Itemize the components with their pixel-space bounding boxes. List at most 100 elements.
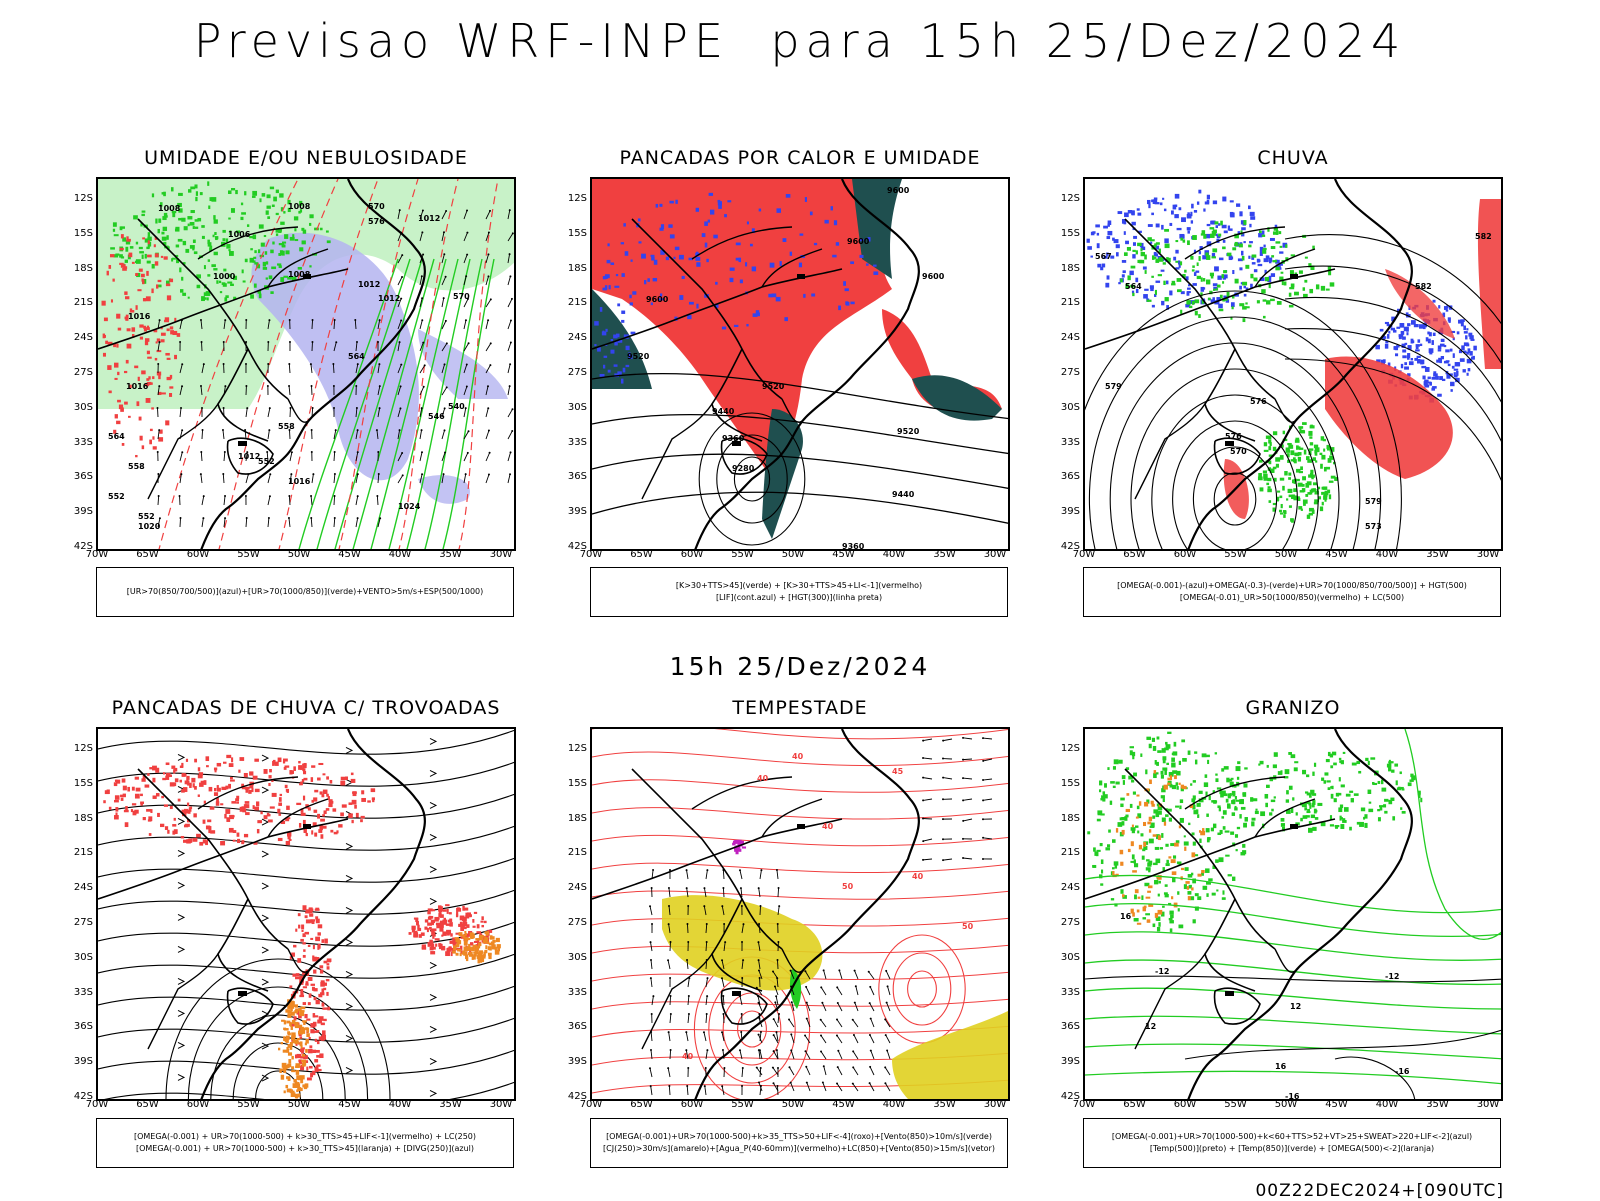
legend-box: [OMEGA(-0.001)-(azul)+OMEGA(-0.3)-(verde…: [1083, 567, 1501, 617]
legend-text: [OMEGA(-0.001)-(azul)+OMEGA(-0.3)-(verde…: [1117, 580, 1467, 592]
temp-500-contour: [1085, 976, 1503, 982]
latitude-tick-label: 33S: [563, 437, 587, 448]
geopotential-contour: [592, 492, 1010, 524]
panel-title: UMIDADE E/OU NEBULOSIDADE: [96, 147, 516, 169]
legend-text: [K>30+TTS>45](verde) + [K>30+TTS>45+LI<-…: [676, 580, 922, 592]
border-line: [642, 404, 712, 499]
contour-label: 1008: [288, 270, 311, 279]
contour-label: 9360: [722, 434, 745, 443]
contour-label: 564: [108, 432, 125, 441]
temp-850-contour: [1085, 875, 1503, 912]
contour-label: 1016: [288, 477, 311, 486]
latitude-tick-label: 27S: [69, 917, 93, 928]
lake-mark: [1290, 824, 1298, 829]
legend-box: [OMEGA(-0.001) + UR>70(1000-500) + k>30_…: [96, 1118, 514, 1168]
green-temp-speckle: [1087, 732, 1247, 933]
contour-label: 9520: [897, 427, 920, 436]
longitude-tick-label: 55W: [1221, 549, 1251, 560]
longitude-tick-label: 50W: [778, 549, 808, 560]
longitude-tick-label: 40W: [385, 1099, 415, 1110]
contour-label: 9520: [627, 352, 650, 361]
latitude-tick-label: 12S: [1056, 743, 1080, 754]
latitude-tick-label: 24S: [1056, 332, 1080, 343]
contour-label: 1024: [398, 502, 421, 511]
border-line: [1125, 219, 1275, 399]
latitude-tick-label: 30S: [1056, 952, 1080, 963]
latitude-tick-label: 36S: [1056, 1021, 1080, 1032]
contour-label: 1012: [418, 214, 440, 223]
contour-label: -12: [1385, 972, 1399, 981]
contour-label: 40: [757, 774, 769, 783]
border-line: [1135, 954, 1205, 1049]
contour-label: 1012: [238, 452, 260, 461]
temp-850-contour: [1405, 729, 1503, 939]
contour-label: 9600: [922, 272, 945, 281]
latitude-tick-label: 27S: [563, 367, 587, 378]
blue-humidity-area: [418, 329, 508, 399]
panel-title: TEMPESTADE: [590, 697, 1010, 719]
longitude-tick-label: 70W: [82, 549, 112, 560]
latitude-tick-label: 15S: [1056, 228, 1080, 239]
contour-label: 582: [1475, 232, 1492, 241]
contour-label: 552: [258, 457, 275, 466]
contour-label: 1012: [378, 294, 400, 303]
panel-title: CHUVA: [1083, 147, 1503, 169]
contour-label: 9440: [712, 407, 735, 416]
latitude-tick-label: 39S: [563, 506, 587, 517]
contour-label: 570: [1230, 447, 1247, 456]
contour-label: 1000: [213, 272, 236, 281]
lc850-contour: [592, 891, 1010, 899]
latitude-tick-label: 30S: [563, 402, 587, 413]
latitude-tick-label: 39S: [1056, 506, 1080, 517]
lake-mark: [1225, 441, 1234, 446]
latitude-tick-label: 39S: [69, 1056, 93, 1067]
longitude-tick-label: 50W: [1271, 1099, 1301, 1110]
latitude-tick-label: 36S: [563, 471, 587, 482]
contour-label: 564: [1125, 282, 1142, 291]
latitude-tick-label: 33S: [1056, 987, 1080, 998]
contour-label: 9600: [847, 237, 870, 246]
contour-label: 12: [1290, 1002, 1301, 1011]
longitude-tick-label: 70W: [82, 1099, 112, 1110]
legend-text: [CJ(250)>30m/s](amarelo)+[Agua_P(40-60mm…: [603, 1143, 995, 1155]
legend-text: [Temp(500)](preto) + [Temp(850)](verde) …: [1150, 1143, 1434, 1155]
latitude-tick-label: 12S: [1056, 193, 1080, 204]
contour-label: 552: [138, 512, 155, 521]
contour-label: 579: [1105, 382, 1122, 391]
contour-label: 40: [822, 822, 834, 831]
contour-label: 40: [792, 752, 804, 761]
legend-text: [OMEGA(-0.01)_UR>50(1000/850)(vermelho) …: [1180, 592, 1404, 604]
contour-label: 1006: [228, 230, 251, 239]
contour-label: 1012: [358, 280, 380, 289]
legend-box: [OMEGA(-0.001)+UR>70(1000-500)+k>35_TTS>…: [590, 1118, 1008, 1168]
longitude-tick-label: 65W: [1120, 549, 1150, 560]
temp-500-contour: [1335, 1057, 1415, 1101]
lc850-contour: [592, 780, 1010, 793]
contour-label: 567: [1095, 252, 1112, 261]
contour-label: 552: [108, 492, 125, 501]
longitude-tick-label: 50W: [1271, 549, 1301, 560]
latitude-tick-label: 15S: [563, 228, 587, 239]
contour-label: 12: [1145, 1022, 1156, 1031]
contour-label: 9440: [892, 490, 915, 499]
map-canvas: 9600960096009600952095209440936092809520…: [592, 179, 1010, 551]
country-outline: [227, 988, 273, 1024]
legend-text: [OMEGA(-0.001)+UR>70(1000-500)+k>35_TTS>…: [606, 1131, 992, 1143]
latitude-tick-label: 36S: [1056, 471, 1080, 482]
longitude-tick-label: 30W: [1473, 549, 1503, 560]
legend-box: [OMEGA(-0.001)+UR>70(1000-500)+k<60+TTS>…: [1083, 1118, 1501, 1168]
border-line: [218, 899, 268, 991]
latitude-tick-label: 18S: [563, 813, 587, 824]
latitude-tick-label: 12S: [69, 743, 93, 754]
latitude-tick-label: 15S: [563, 778, 587, 789]
longitude-tick-label: 70W: [1069, 549, 1099, 560]
latitude-tick-label: 33S: [1056, 437, 1080, 448]
latitude-tick-label: 39S: [563, 1056, 587, 1067]
latitude-tick-label: 12S: [69, 193, 93, 204]
temp-850-contour: [1085, 1071, 1503, 1084]
contour-label: 9600: [887, 186, 910, 195]
